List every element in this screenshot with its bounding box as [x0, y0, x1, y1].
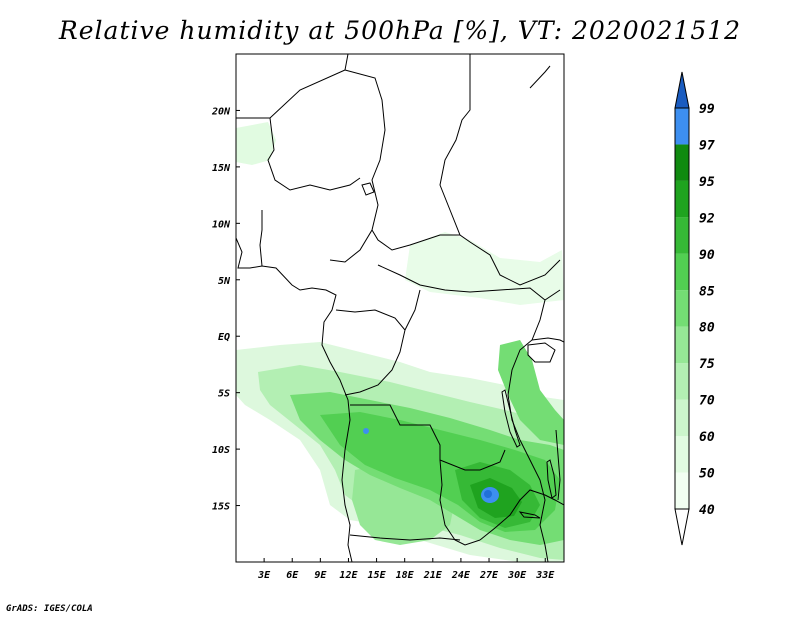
humidity-area-central-north: [405, 232, 564, 305]
colorbar-swatch: [675, 180, 689, 218]
colorbar-label: 50: [699, 467, 715, 482]
lat-tick-label: 5S: [218, 389, 230, 400]
boundary-congo-2: [404, 289, 421, 331]
colorbar-swatch: [675, 217, 689, 254]
colorbar-swatch: [675, 253, 689, 291]
colorbar-swatch: [675, 326, 689, 364]
coastline-west-africa: [236, 237, 353, 562]
chart-title: Relative humidity at 500hPa [%], VT: 202…: [58, 16, 742, 45]
lat-tick-label: 15N: [212, 163, 231, 174]
lon-tick-label: 21E: [423, 570, 443, 581]
colorbar-label: 99: [699, 102, 715, 117]
lon-tick-label: 9E: [314, 570, 327, 581]
boundary-namibia: [349, 534, 461, 541]
colorbar-label: 92: [699, 211, 715, 226]
lon-tick-label: 15E: [368, 570, 387, 581]
colorbar-bottom-arrow: [674, 508, 690, 546]
lat-tick-label: 10N: [212, 219, 231, 230]
lake-tanganyika: [501, 389, 521, 448]
lon-tick-label: 18E: [396, 570, 415, 581]
colorbar-swatch: [675, 108, 689, 145]
humidity-area-95-small: [363, 428, 369, 434]
colorbar-label: 60: [699, 430, 715, 445]
lon-tick-label: 30E: [507, 570, 527, 581]
colorbar-label: 97: [699, 138, 715, 153]
lon-tick-label: 6E: [286, 570, 299, 581]
boundary-sahara: [236, 54, 349, 119]
humidity-field: [236, 122, 564, 562]
longitude-axis: 3E 6E 9E 12E 15E 18E 21E 24E 27E 30E 33E: [257, 558, 555, 581]
colorbar-swatch: [675, 290, 689, 327]
boundary-central-2: [377, 264, 561, 301]
colorbar-label: 40: [699, 503, 715, 518]
colorbar-top-arrow: [674, 71, 690, 109]
lake-malawi: [546, 459, 557, 499]
boundary-east-4: [555, 429, 561, 501]
humidity-area-east: [498, 340, 564, 445]
boundary-east-3: [519, 439, 549, 562]
lon-tick-label: 27E: [479, 570, 499, 581]
lat-tick-label: 5N: [218, 276, 231, 287]
colorbar-swatch: [675, 144, 689, 181]
lat-tick-label: 10S: [212, 445, 230, 456]
lon-tick-label: 12E: [339, 570, 358, 581]
colorbar-swatch: [675, 399, 689, 437]
boundary-east-2: [531, 337, 564, 343]
colorbar-label: 70: [699, 394, 715, 409]
lat-tick-label: EQ: [218, 332, 230, 343]
boundary-angola: [350, 404, 506, 471]
lon-tick-label: 33E: [535, 570, 555, 581]
humidity-area-sahel: [236, 122, 276, 165]
colorbar-outline: [674, 107, 690, 510]
lake-victoria: [527, 342, 556, 363]
colorbar: 40 50 60 70 75 80 85 90 92 95 97 99: [674, 71, 715, 546]
colorbar-swatch: [675, 436, 689, 473]
credit-label: GrADS: IGES/COLA: [6, 604, 93, 614]
colorbar-label: 95: [699, 175, 715, 190]
map-boundaries: [236, 54, 564, 562]
boundary-north-3: [439, 54, 561, 286]
latitude-axis: 20N 15N 10N 5N EQ 5S 10S 15S: [211, 106, 240, 513]
boundary-angola-south: [439, 459, 481, 546]
lake-chad: [361, 182, 375, 196]
colorbar-label: 90: [699, 248, 715, 263]
lon-tick-label: 24E: [451, 570, 471, 581]
boundary-north-1: [267, 117, 361, 191]
colorbar-label: 75: [699, 357, 715, 372]
map-frame: [235, 53, 565, 563]
colorbar-label: 85: [699, 284, 715, 299]
coast-northeast: [529, 65, 551, 89]
colorbar-swatch: [675, 363, 689, 400]
colorbar-swatch: [675, 472, 689, 509]
humidity-area-97: [484, 490, 492, 498]
lat-tick-label: 15S: [212, 502, 230, 513]
boundary-west-vertical: [259, 210, 263, 267]
colorbar-label: 80: [699, 321, 715, 336]
boundary-congo-1: [335, 309, 406, 396]
lake-kariba: [518, 511, 541, 519]
boundary-central-1: [371, 229, 460, 251]
boundary-north-2: [329, 69, 386, 263]
boundary-zambia: [479, 489, 564, 541]
lat-tick-label: 20N: [211, 106, 231, 117]
lon-tick-label: 3E: [257, 570, 271, 581]
